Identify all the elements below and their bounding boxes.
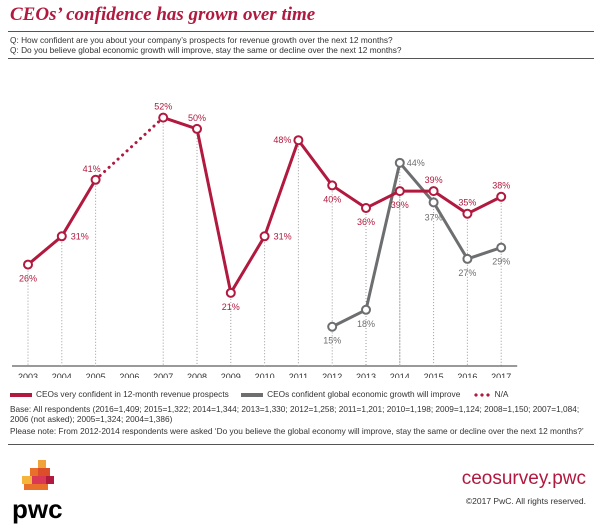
data-label-economy: 27% [458, 268, 476, 278]
logo-mark-icon [22, 460, 54, 490]
base-note: Base: All respondents (2016=1,409; 2015=… [10, 404, 580, 414]
point-revenue [496, 191, 507, 202]
x-tick-label: 2004 [52, 372, 72, 378]
x-tick-label: 2013 [356, 372, 376, 378]
point-revenue [361, 203, 371, 214]
point-economy [462, 253, 473, 264]
data-label-revenue: 31% [71, 231, 89, 241]
data-label-economy: 18% [357, 319, 375, 329]
point-revenue [259, 231, 270, 242]
legend-label-revenue: CEOs very confident in 12-month revenue … [36, 388, 229, 399]
data-label-revenue: 50% [188, 113, 206, 123]
x-tick-label: 2012 [322, 372, 342, 378]
x-tick-label: 2014 [390, 372, 410, 378]
legend-item-economy: CEOs confident global economic growth wi… [241, 389, 460, 399]
x-tick-label: 2015 [424, 372, 444, 378]
data-label-economy: 29% [492, 257, 510, 267]
point-revenue [428, 186, 439, 197]
data-label-economy: 37% [425, 212, 443, 222]
question-2: Q: Do you believe global economic growth… [10, 45, 402, 55]
data-label-revenue: 41% [83, 164, 101, 174]
legend: CEOs very confident in 12-month revenue … [10, 388, 518, 399]
x-tick-label: 2016 [457, 372, 477, 378]
data-label-revenue: 40% [323, 194, 341, 204]
data-label-revenue: 38% [492, 181, 510, 191]
data-label-economy: 15% [323, 336, 341, 346]
site-link[interactable]: ceosurvey.pwc [461, 468, 586, 489]
chart-title: CEOs’ confidence has grown over time [10, 4, 316, 25]
x-tick-label: 2006 [119, 372, 139, 378]
legend-item-revenue: CEOs very confident in 12-month revenue … [10, 389, 229, 399]
x-tick-label: 2005 [86, 372, 106, 378]
legend-label-na: N/A [494, 388, 509, 399]
data-label-revenue: 31% [274, 231, 292, 241]
data-label-revenue: 21% [222, 302, 240, 312]
x-tick-label: 2011 [289, 372, 308, 378]
point-revenue [56, 231, 67, 242]
point-revenue [158, 112, 169, 123]
data-label-revenue: 52% [154, 102, 172, 112]
data-label-revenue: 39% [391, 200, 409, 210]
point-revenue [225, 287, 236, 298]
copyright: ©2017 PwC. All rights reserved. [465, 496, 586, 506]
line-chart: 2003 2004 2005 2006 2007 2008 2009 2010 2011 2012… [12, 102, 518, 378]
legend-swatch-economy [241, 392, 264, 397]
legend-swatch-na [472, 392, 491, 397]
point-revenue [394, 186, 405, 197]
data-label-economy: 44% [407, 158, 425, 168]
data-label-revenue: 35% [458, 198, 476, 208]
x-tick-label: 2003 [18, 372, 38, 378]
point-revenue [327, 180, 338, 191]
title-divider [8, 31, 594, 32]
question-divider [8, 58, 594, 59]
point-revenue [192, 123, 202, 134]
point-economy [394, 157, 405, 168]
na-gap-connector [94, 116, 165, 182]
point-revenue [23, 259, 33, 270]
data-label-revenue: 36% [357, 217, 375, 227]
point-economy [496, 242, 507, 253]
question-1: Q: How confident are you about your comp… [10, 35, 393, 45]
x-tick-label: 2017 [491, 372, 511, 378]
x-tick-label: 2007 [153, 372, 173, 378]
x-tick-label: 2010 [255, 372, 275, 378]
logo-wordmark: pwc [12, 494, 63, 524]
legend-swatch-revenue [10, 392, 32, 397]
point-economy [428, 197, 439, 208]
pwc-logo: pwc [12, 460, 63, 524]
point-revenue [462, 208, 473, 219]
series-economy-line [331, 161, 502, 329]
point-economy [361, 304, 371, 315]
legend-label-economy: CEOs confident global economic growth wi… [267, 388, 461, 399]
point-revenue [293, 135, 304, 146]
point-economy [327, 321, 338, 332]
base-note-continued: 2006 (not asked); 2005=1,324; 2004=1,386… [10, 414, 173, 424]
data-label-revenue: 48% [273, 135, 291, 145]
legend-item-na: N/A [472, 388, 509, 399]
footer-divider [8, 444, 594, 445]
please-note: Please note: From 2012-2014 respondents … [10, 426, 584, 436]
x-tick-label: 2008 [187, 372, 207, 378]
x-tick-label: 2009 [221, 372, 241, 378]
point-revenue [90, 174, 101, 185]
data-label-revenue: 39% [425, 175, 443, 185]
data-label-revenue: 26% [19, 274, 37, 284]
